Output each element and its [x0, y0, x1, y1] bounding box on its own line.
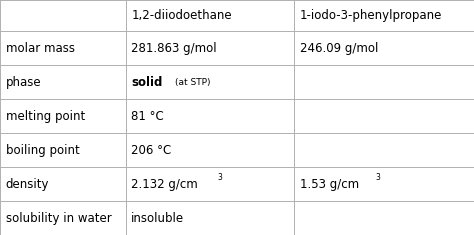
Text: phase: phase: [6, 76, 41, 89]
Text: density: density: [6, 178, 49, 191]
Text: molar mass: molar mass: [6, 42, 75, 55]
Text: melting point: melting point: [6, 110, 85, 123]
Text: solubility in water: solubility in water: [6, 212, 111, 224]
Text: 246.09 g/mol: 246.09 g/mol: [300, 42, 378, 55]
Text: 281.863 g/mol: 281.863 g/mol: [131, 42, 217, 55]
Text: 81 °C: 81 °C: [131, 110, 164, 123]
Text: 3: 3: [218, 173, 222, 182]
Text: 3: 3: [376, 173, 381, 182]
Text: 1,2-diiodoethane: 1,2-diiodoethane: [131, 9, 232, 22]
Text: 2.132 g/cm: 2.132 g/cm: [131, 178, 198, 191]
Text: boiling point: boiling point: [6, 144, 80, 157]
Text: (at STP): (at STP): [175, 78, 210, 87]
Text: solid: solid: [131, 76, 163, 89]
Text: 206 °C: 206 °C: [131, 144, 172, 157]
Text: insoluble: insoluble: [131, 212, 184, 224]
Text: 1.53 g/cm: 1.53 g/cm: [300, 178, 359, 191]
Text: 1-iodo-3-phenylpropane: 1-iodo-3-phenylpropane: [300, 9, 442, 22]
